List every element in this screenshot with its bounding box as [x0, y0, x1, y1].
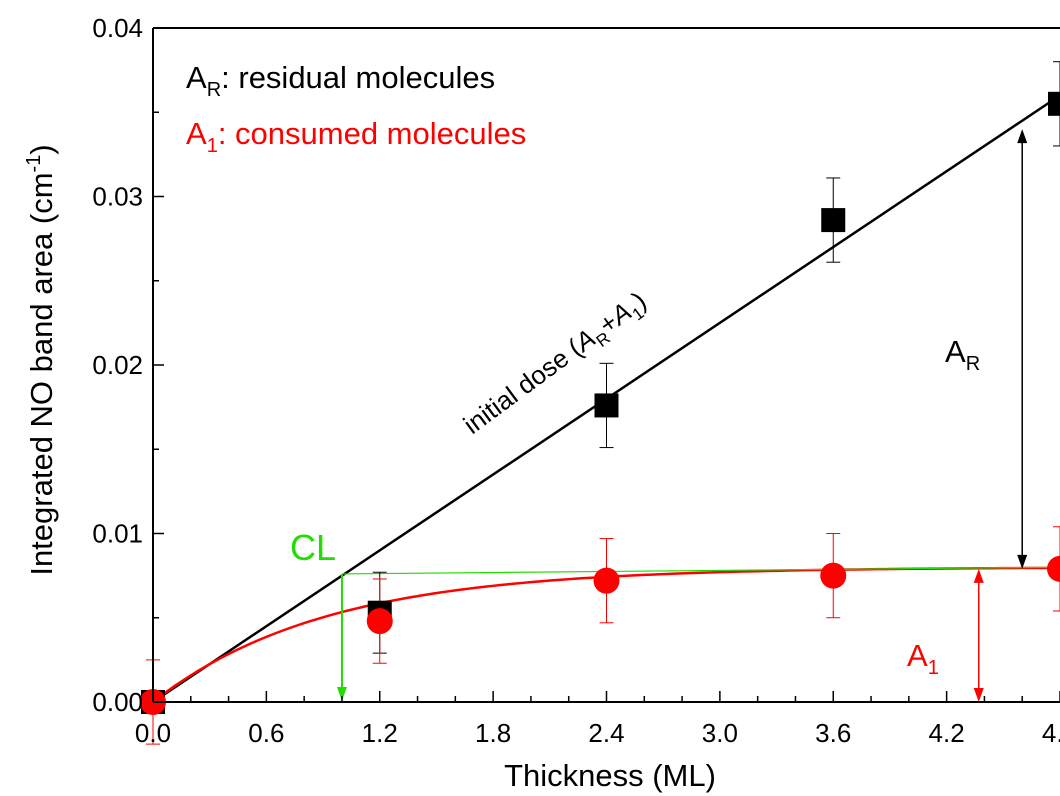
x-tick-label: 3.6 [815, 718, 851, 748]
data-markers [140, 91, 1060, 715]
marker-square-3 [821, 208, 846, 233]
marker-circle-4 [1047, 555, 1060, 582]
x-tick-label: 0.6 [248, 718, 284, 748]
y-axis-label-close: ) [24, 144, 59, 154]
x-tick-label: 4.8 [1042, 718, 1060, 748]
y-tick-label: 0.00 [92, 687, 143, 717]
a1-arrow-head-top [973, 568, 984, 583]
y-tick-label: 0.04 [92, 13, 143, 43]
x-tick-label: 1.2 [362, 718, 398, 748]
initial-dose-label: initial dose (AR+A1) [458, 285, 655, 443]
y-tick-label: 0.01 [92, 519, 143, 549]
x-tick-label: 2.4 [588, 718, 624, 748]
legend-entry-residual: AR: residual molecules [186, 60, 495, 101]
x-tick-label: 3.0 [702, 718, 738, 748]
x-axis-label: Thickness (ML) [504, 758, 716, 793]
cl-arrow-head [336, 687, 347, 701]
x-tick-label: 1.8 [475, 718, 511, 748]
ar-arrow-head-bottom [1017, 554, 1028, 569]
y-axis-label-sup: -1 [23, 155, 45, 173]
legend-entry-consumed: A1: consumed molecules [186, 116, 526, 157]
x-tick-label: 0.0 [135, 718, 171, 748]
marker-square-2 [594, 393, 619, 418]
a1-annotation-label: A1 [907, 638, 939, 679]
y-tick-label: 0.03 [92, 182, 143, 212]
y-tick-label: 0.02 [92, 350, 143, 380]
marker-circle-1 [366, 608, 393, 635]
marker-circle-3 [820, 562, 847, 589]
cl-annotation-label: CL [290, 527, 336, 568]
y-axis-label-main: Integrated NO band area (cm [24, 172, 59, 575]
ar-annotation-label: AR [945, 334, 980, 375]
fit-line-2 [341, 566, 1060, 575]
marker-square-4 [1048, 91, 1060, 116]
marker-circle-2 [593, 567, 620, 594]
a1-arrow-head-bottom [973, 688, 984, 702]
ar-arrow-head-top [1017, 129, 1028, 144]
annotation-arrows [336, 129, 1028, 702]
y-axis-label: Integrated NO band area (cm-1) [23, 144, 59, 575]
x-tick-label: 4.2 [929, 718, 965, 748]
axes: 0.0 0.6 1.2 1.8 2.4 3.0 3.6 4.2 4.8 0.00 0.01 0.02 0… [92, 13, 1060, 748]
